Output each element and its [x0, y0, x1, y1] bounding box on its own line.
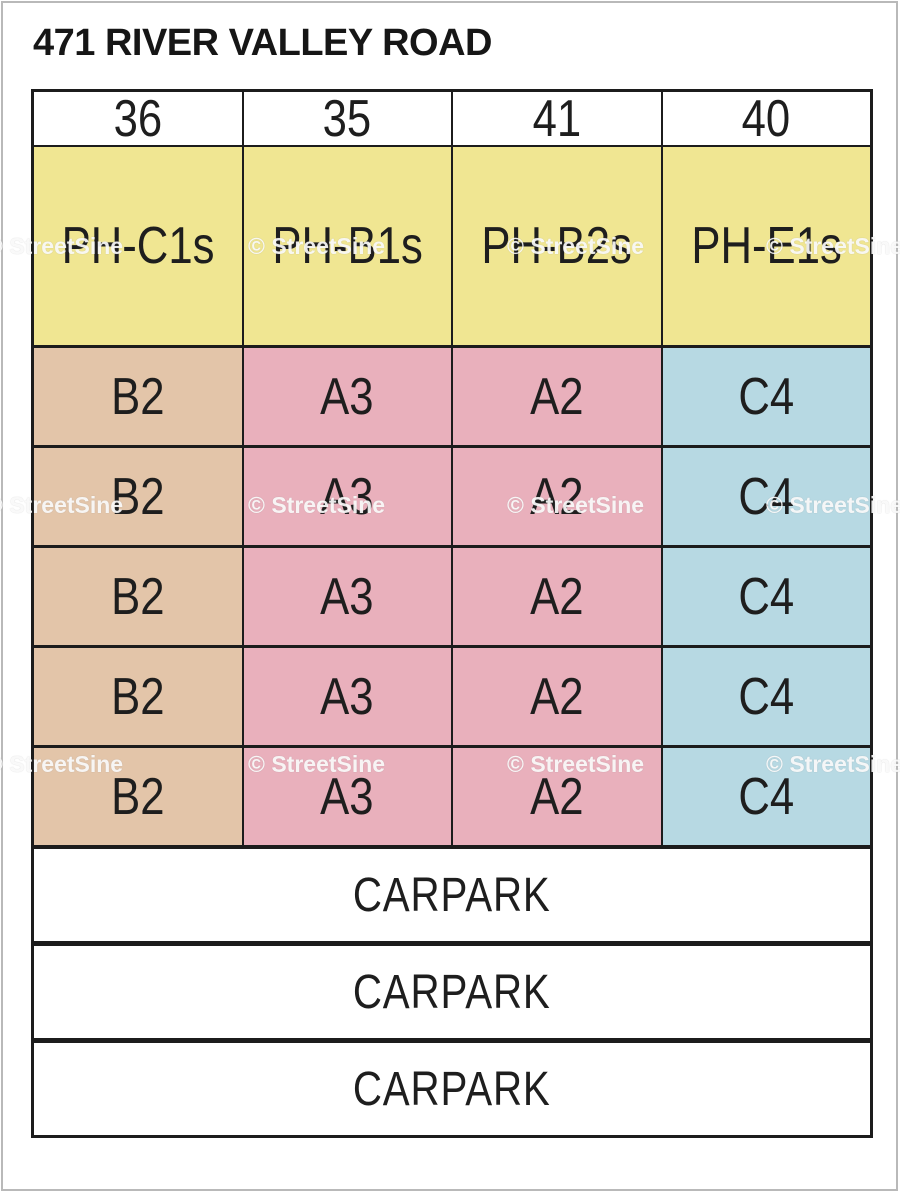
unit-cell: B2 — [34, 348, 242, 445]
stack-number-label: 36 — [113, 92, 163, 145]
unit-type-label: C4 — [738, 567, 795, 626]
unit-type-label: A3 — [320, 467, 374, 526]
unit-cell: A3 — [241, 448, 451, 545]
penthouse-cell: PH-B1s — [241, 147, 451, 345]
unit-cell: C4 — [660, 548, 870, 645]
unit-cell: A3 — [241, 748, 451, 845]
carpark-cell: CARPARK — [34, 1043, 870, 1135]
carpark-label: CARPARK — [353, 965, 551, 1019]
stack-number-label: 40 — [741, 92, 791, 145]
unit-type-label: B2 — [111, 667, 165, 726]
floor-row: B2 A3 A2 C4 — [34, 545, 870, 645]
unit-type-label: C4 — [738, 767, 795, 826]
penthouse-cell: PH-C1s — [34, 147, 242, 345]
column-header-cell: 40 — [660, 92, 870, 145]
floor-row: B2 A3 A2 C4 — [34, 345, 870, 445]
carpark-label: CARPARK — [353, 868, 551, 922]
penthouse-unit-label: PH-E1s — [691, 217, 842, 275]
unit-cell: A3 — [241, 648, 451, 745]
unit-stack-table: 36 35 41 40 PH-C1s PH-B1s PH-B2s PH-E1s … — [31, 89, 873, 1138]
column-header-cell: 41 — [451, 92, 661, 145]
stack-number-label: 35 — [322, 92, 372, 145]
unit-type-label: C4 — [738, 367, 795, 426]
penthouse-cell: PH-E1s — [660, 147, 870, 345]
unit-cell: A2 — [451, 548, 661, 645]
unit-cell: A2 — [451, 348, 661, 445]
floor-row: B2 A3 A2 C4 — [34, 445, 870, 545]
carpark-row: CARPARK — [34, 941, 870, 1038]
unit-type-label: A2 — [530, 467, 584, 526]
unit-type-label: C4 — [738, 467, 795, 526]
floor-row: B2 A3 A2 C4 — [34, 745, 870, 845]
unit-cell: B2 — [34, 548, 242, 645]
unit-type-label: A2 — [530, 667, 584, 726]
penthouse-row: PH-C1s PH-B1s PH-B2s PH-E1s — [34, 145, 870, 345]
column-header-cell: 35 — [241, 92, 451, 145]
unit-type-label: C4 — [738, 667, 795, 726]
unit-cell: B2 — [34, 748, 242, 845]
unit-type-label: A2 — [530, 767, 584, 826]
unit-type-label: A3 — [320, 767, 374, 826]
unit-type-label: A3 — [320, 367, 374, 426]
unit-type-label: B2 — [111, 367, 165, 426]
unit-cell: A3 — [241, 348, 451, 445]
column-header-cell: 36 — [34, 92, 242, 145]
penthouse-unit-label: PH-B1s — [272, 217, 423, 275]
stack-number-label: 41 — [532, 92, 582, 145]
carpark-row: CARPARK — [34, 845, 870, 941]
unit-cell: A2 — [451, 748, 661, 845]
unit-cell: C4 — [660, 648, 870, 745]
unit-type-label: A3 — [320, 567, 374, 626]
unit-cell: A2 — [451, 648, 661, 745]
penthouse-unit-label: PH-C1s — [61, 217, 215, 275]
unit-type-label: B2 — [111, 767, 165, 826]
unit-cell: C4 — [660, 448, 870, 545]
unit-type-label: A3 — [320, 667, 374, 726]
unit-cell: B2 — [34, 448, 242, 545]
unit-cell: A3 — [241, 548, 451, 645]
floor-row: B2 A3 A2 C4 — [34, 645, 870, 745]
unit-type-label: A2 — [530, 367, 584, 426]
penthouse-unit-label: PH-B2s — [481, 217, 632, 275]
unit-cell: C4 — [660, 348, 870, 445]
carpark-cell: CARPARK — [34, 946, 870, 1038]
page-title: 471 RIVER VALLEY ROAD — [33, 22, 493, 64]
carpark-row: CARPARK — [34, 1038, 870, 1135]
carpark-cell: CARPARK — [34, 849, 870, 941]
stack-header-row: 36 35 41 40 — [34, 92, 870, 145]
unit-cell: C4 — [660, 748, 870, 845]
unit-type-label: B2 — [111, 467, 165, 526]
unit-type-label: A2 — [530, 567, 584, 626]
unit-type-label: B2 — [111, 567, 165, 626]
unit-cell: B2 — [34, 648, 242, 745]
carpark-label: CARPARK — [353, 1062, 551, 1116]
penthouse-cell: PH-B2s — [451, 147, 661, 345]
unit-cell: A2 — [451, 448, 661, 545]
